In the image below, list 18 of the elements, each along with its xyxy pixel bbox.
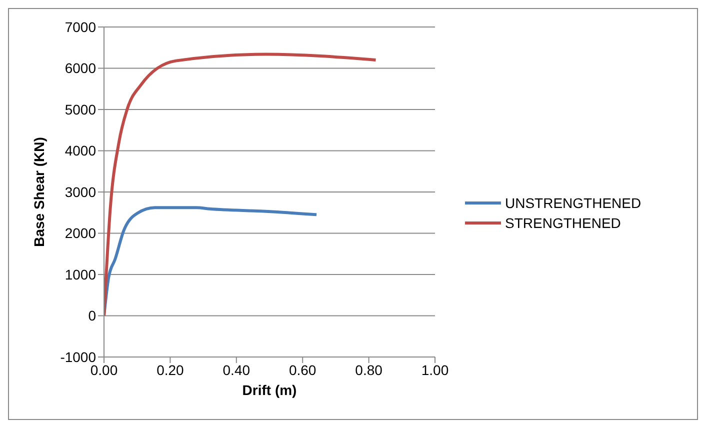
x-tick-label: 0.60 <box>288 362 316 378</box>
y-tick-label: 3000 <box>64 184 96 200</box>
x-tick-label: 0.20 <box>156 362 184 378</box>
x-tick-label: 0.80 <box>355 362 383 378</box>
y-tick-label: 1000 <box>64 266 96 282</box>
x-tick-label: 1.00 <box>421 362 449 378</box>
y-tick-label: 4000 <box>64 142 96 159</box>
x-axis-title: Drift (m) <box>242 382 297 398</box>
legend-label: STRENGTHENED <box>505 215 621 231</box>
y-tick-label: 7000 <box>64 18 96 35</box>
y-tick-label: 0 <box>88 308 96 324</box>
x-tick-label: 0.40 <box>222 362 250 378</box>
y-tick-label: 6000 <box>64 60 96 76</box>
y-axis-title: Base Shear (KN) <box>30 137 47 247</box>
legend-label: UNSTRENGTHENED <box>505 195 642 211</box>
y-tick-label: 5000 <box>64 101 96 118</box>
line-series <box>104 52 378 318</box>
y-tick-label: 2000 <box>64 225 96 242</box>
